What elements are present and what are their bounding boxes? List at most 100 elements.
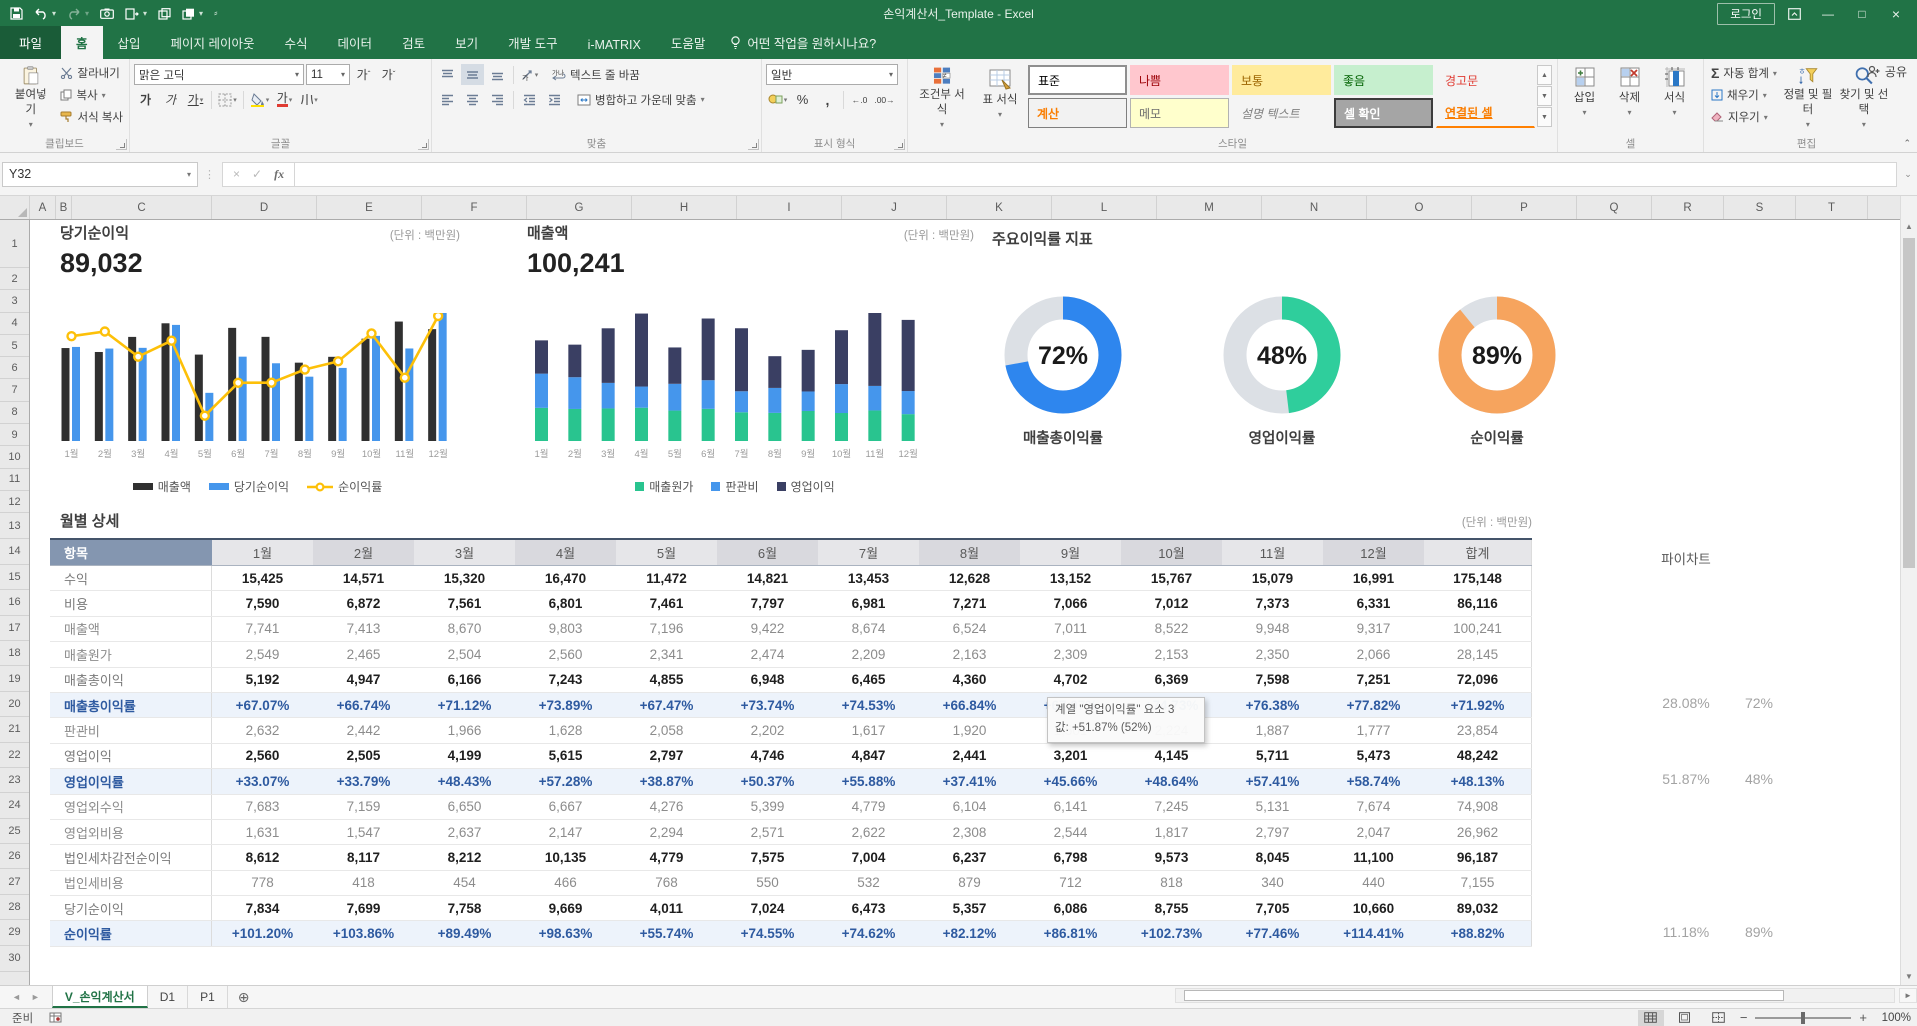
column-header-P[interactable]: P bbox=[1472, 196, 1577, 219]
cell[interactable]: 7,413 bbox=[346, 621, 381, 637]
increase-decimal-icon[interactable]: ←.0 bbox=[851, 94, 868, 105]
cell[interactable]: 7,797 bbox=[750, 596, 785, 612]
row-header-19[interactable]: 19 bbox=[0, 666, 29, 692]
cell[interactable]: 5,615 bbox=[548, 748, 583, 764]
cell[interactable]: 2,549 bbox=[245, 646, 280, 662]
cell[interactable]: 2,622 bbox=[851, 824, 886, 840]
cell[interactable]: 7,741 bbox=[245, 621, 280, 637]
row-label[interactable]: 영업외비용 bbox=[50, 819, 212, 845]
cell[interactable]: 5,473 bbox=[1356, 748, 1391, 764]
zoom-level[interactable]: 100% bbox=[1881, 1011, 1911, 1024]
row-label[interactable]: 영업이익 bbox=[50, 743, 212, 769]
row-header-8[interactable]: 8 bbox=[0, 402, 29, 425]
cell[interactable]: +86.81% bbox=[1043, 926, 1098, 942]
cell[interactable]: 6,524 bbox=[952, 621, 987, 637]
cell[interactable]: 6,650 bbox=[447, 799, 482, 815]
table-header-month[interactable]: 1월 bbox=[212, 540, 313, 565]
cell[interactable]: 4,702 bbox=[1053, 672, 1088, 688]
cell[interactable]: 6,369 bbox=[1154, 672, 1189, 688]
ribbon-tab-5[interactable]: 수식 bbox=[284, 37, 308, 51]
row-header-22[interactable]: 22 bbox=[0, 743, 29, 768]
cell[interactable]: 15,425 bbox=[241, 570, 284, 586]
number-dialog-launcher[interactable] bbox=[894, 139, 905, 150]
cell[interactable]: 1,887 bbox=[1255, 723, 1290, 739]
donut-3[interactable]: 89% bbox=[1427, 285, 1567, 425]
donut-1[interactable]: 72% bbox=[993, 285, 1133, 425]
row-label[interactable]: 법인세비용 bbox=[50, 870, 212, 896]
table-header-month[interactable]: 4월 bbox=[515, 540, 616, 565]
share-button[interactable]: 공유 bbox=[1867, 63, 1907, 80]
wrap-text-button[interactable]: 가나 텍스트 줄 바꿈 bbox=[549, 64, 643, 86]
ribbon-tab-9[interactable]: 개발 도구 bbox=[508, 37, 558, 51]
column-header-H[interactable]: H bbox=[632, 196, 737, 219]
cell[interactable]: 1,777 bbox=[1356, 723, 1391, 739]
vertical-scrollbar[interactable]: ▲ ▼ bbox=[1900, 196, 1917, 985]
row-header-12[interactable]: 12 bbox=[0, 491, 29, 514]
row-header-28[interactable]: 28 bbox=[0, 895, 29, 921]
cell[interactable]: 2,047 bbox=[1356, 824, 1391, 840]
cell[interactable]: +67.07% bbox=[235, 697, 290, 713]
row-label[interactable]: 영업이익률 bbox=[50, 769, 212, 794]
cell[interactable]: 9,669 bbox=[548, 900, 583, 916]
cell[interactable]: 2,309 bbox=[1053, 646, 1088, 662]
row-label[interactable]: 매출액 bbox=[50, 616, 212, 642]
row-header-5[interactable]: 5 bbox=[0, 335, 29, 358]
cell[interactable]: +48.64% bbox=[1144, 773, 1199, 789]
cell[interactable]: 7,373 bbox=[1255, 596, 1290, 612]
row-total[interactable]: 100,241 bbox=[1424, 616, 1532, 642]
bold-button[interactable]: 가 bbox=[139, 93, 152, 107]
cell[interactable]: 16,991 bbox=[1352, 570, 1395, 586]
cell[interactable]: 9,573 bbox=[1154, 849, 1189, 865]
column-header-M[interactable]: M bbox=[1157, 196, 1262, 219]
zoom-slider-thumb[interactable] bbox=[1801, 1011, 1806, 1024]
gallery-more-icon[interactable]: ▼ bbox=[1537, 107, 1552, 127]
cell[interactable]: 4,199 bbox=[447, 748, 482, 764]
prev-sheet-icon[interactable]: ◄ bbox=[12, 992, 21, 1002]
font-color-button[interactable]: 가 ▾ bbox=[276, 91, 293, 107]
row-label[interactable]: 순이익률 bbox=[50, 921, 212, 946]
decrease-indent-icon[interactable] bbox=[518, 89, 541, 110]
borders-button[interactable]: ▾ bbox=[216, 89, 239, 110]
row-header-7[interactable]: 7 bbox=[0, 379, 29, 402]
cell[interactable]: 4,855 bbox=[649, 672, 684, 688]
column-header-S[interactable]: S bbox=[1724, 196, 1796, 219]
font-size-select[interactable]: 11 ▾ bbox=[306, 64, 350, 85]
cell[interactable]: +73.89% bbox=[538, 697, 593, 713]
save-icon[interactable] bbox=[10, 7, 23, 20]
cell-style-1[interactable]: 표준 bbox=[1028, 65, 1127, 95]
cell[interactable]: +67.47% bbox=[639, 697, 694, 713]
row-label[interactable]: 매출원가 bbox=[50, 642, 212, 667]
cell[interactable]: 8,045 bbox=[1255, 849, 1290, 865]
comma-style-icon[interactable]: , bbox=[825, 91, 830, 108]
row-total[interactable]: 175,148 bbox=[1424, 566, 1532, 591]
row-header-25[interactable]: 25 bbox=[0, 819, 29, 845]
page-layout-view-icon[interactable] bbox=[1672, 1010, 1698, 1026]
row-total[interactable]: 7,155 bbox=[1424, 870, 1532, 896]
cell[interactable]: 418 bbox=[352, 875, 375, 891]
row-header-10[interactable]: 10 bbox=[0, 446, 29, 469]
row-total[interactable]: 96,187 bbox=[1424, 845, 1532, 870]
cell[interactable]: 6,948 bbox=[750, 672, 785, 688]
row-total[interactable]: 48,242 bbox=[1424, 743, 1532, 769]
cell-style-3[interactable]: 보통 bbox=[1232, 65, 1331, 95]
horizontal-scrollbar[interactable] bbox=[1175, 988, 1895, 1003]
cell[interactable]: +57.28% bbox=[538, 773, 593, 789]
cell-style-10[interactable]: 연결된 셀 bbox=[1436, 98, 1535, 128]
vertical-scroll-thumb[interactable] bbox=[1903, 238, 1915, 568]
cell[interactable]: +45.66% bbox=[1043, 773, 1098, 789]
row-header-23[interactable]: 23 bbox=[0, 768, 29, 794]
cell[interactable]: 3,201 bbox=[1053, 748, 1088, 764]
copy-button[interactable]: 복사 ▾ bbox=[57, 84, 126, 106]
gallery-down-icon[interactable]: ▼ bbox=[1537, 86, 1552, 106]
cell[interactable]: 2,797 bbox=[649, 748, 684, 764]
cell[interactable]: 2,163 bbox=[952, 646, 987, 662]
name-box[interactable]: Y32 ▾ bbox=[2, 161, 198, 187]
cell[interactable]: 16,470 bbox=[544, 570, 587, 586]
cell[interactable]: +76.38% bbox=[1245, 697, 1300, 713]
cell[interactable]: 7,251 bbox=[1356, 672, 1391, 688]
scroll-right-icon[interactable]: ► bbox=[1899, 988, 1917, 1003]
cell[interactable]: 2,571 bbox=[750, 824, 785, 840]
cell[interactable]: 2,465 bbox=[346, 646, 381, 662]
cell[interactable]: 7,004 bbox=[851, 849, 886, 865]
